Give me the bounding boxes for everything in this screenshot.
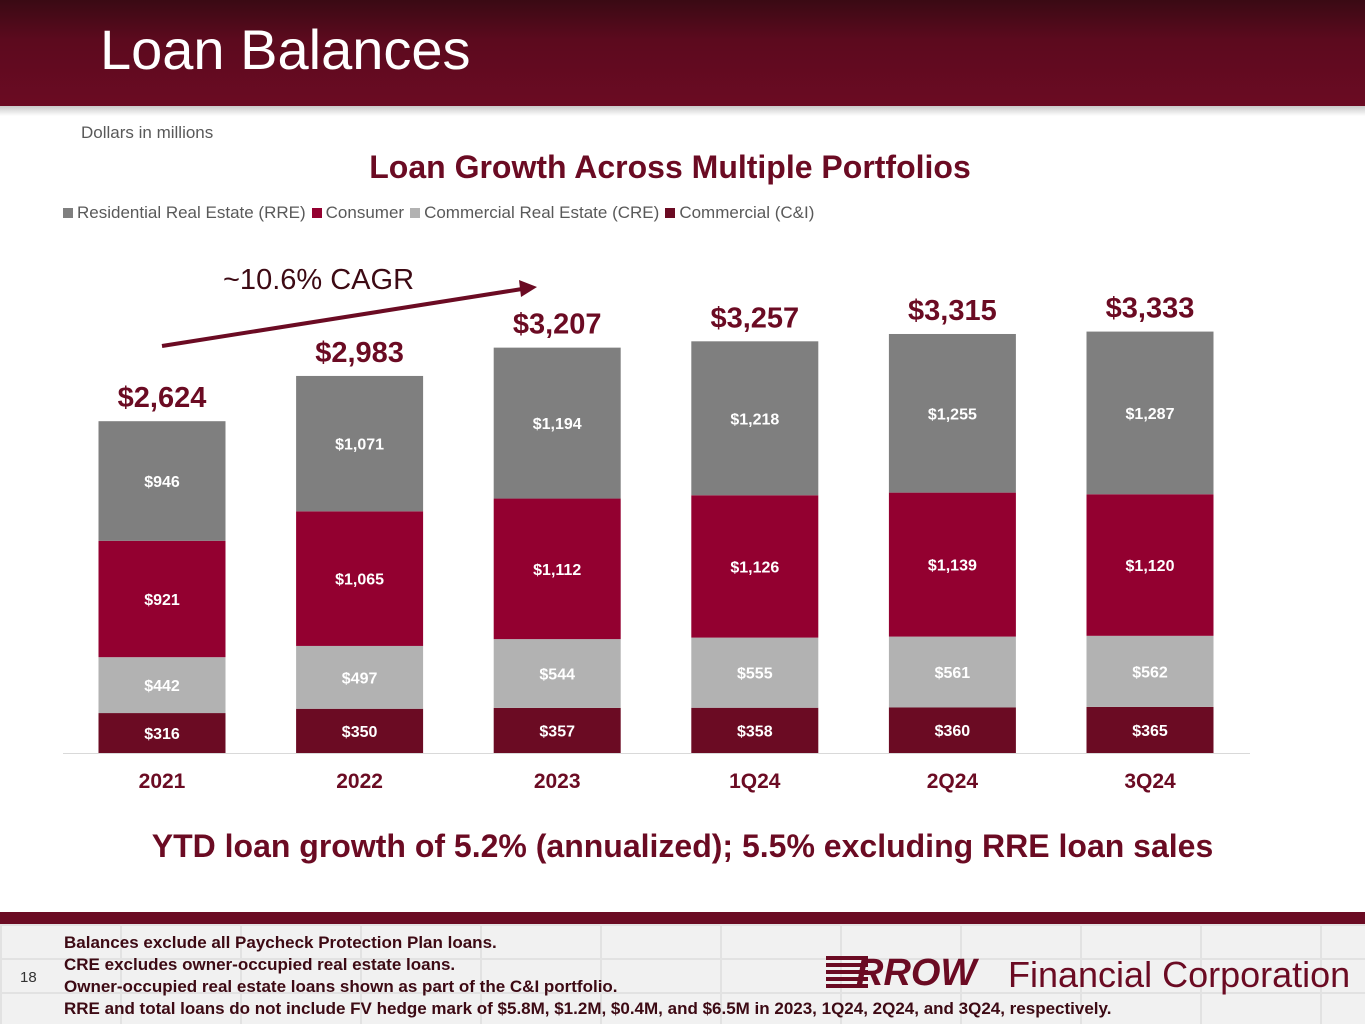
total-label: $2,983 [315, 337, 404, 369]
data-label-rre: $1,194 [533, 416, 582, 433]
footer [0, 924, 1365, 1024]
category-label: 2021 [139, 770, 186, 793]
bar-segment-ci [296, 708, 424, 753]
bar-segment-ci [98, 713, 226, 753]
cagr-arrow-line [161, 287, 523, 348]
header-shadow [0, 106, 1365, 116]
footnote: CRE excludes owner-occupied real estate … [64, 955, 456, 974]
legend-label-rre: Residential Real Estate (RRE) [77, 203, 306, 222]
data-label-rre: $1,255 [928, 406, 977, 423]
footnote: Owner-occupied real estate loans shown a… [64, 977, 618, 996]
arrow-financial-logo: RROW Financial Corporation [826, 952, 1354, 998]
total-label: $3,207 [513, 309, 602, 341]
logo-stripes [826, 956, 868, 990]
data-label-consumer: $1,120 [1126, 558, 1175, 575]
bar-segment-cre [1086, 635, 1214, 707]
data-label-consumer: $1,112 [533, 562, 581, 579]
data-label-rre: $946 [144, 474, 180, 491]
data-label-ci: $360 [935, 723, 971, 740]
legend-label-consumer: Consumer [325, 203, 405, 222]
units-note: Dollars in millions [81, 123, 214, 142]
category-label: 1Q24 [729, 770, 781, 793]
data-label-consumer: $921 [144, 592, 180, 609]
footnotes: Balances exclude all Paycheck Protection… [64, 932, 1111, 1020]
category-label: 2022 [336, 770, 383, 793]
bar-segment-consumer [296, 511, 424, 646]
data-label-ci: $358 [737, 723, 773, 740]
data-label-cre: $442 [144, 678, 180, 695]
bar-segment-cre [98, 657, 226, 714]
bar-segment-ci [691, 707, 819, 753]
data-label-cre: $561 [935, 665, 971, 682]
legend-label-ci: Commercial (C&I) [679, 203, 815, 222]
legend-swatch-consumer [311, 208, 322, 218]
category-label: 2Q24 [927, 770, 979, 793]
legend-item-consumer: Consumer [311, 203, 405, 223]
stacked-bar-chart: $316 $442 $921 $946 $2,624 2021 $350 $497 $1,065… [63, 264, 1250, 793]
bar-segment-rre [493, 347, 621, 499]
data-label-rre: $1,218 [730, 411, 779, 428]
data-label-cre: $555 [737, 666, 773, 683]
header-bar: Loan Balances [0, 0, 1365, 106]
bar-segment-rre [296, 375, 424, 512]
bar-segment-ci [888, 707, 1016, 753]
data-label-consumer: $1,126 [730, 559, 779, 576]
bar-segment-consumer [888, 492, 1016, 637]
data-label-cre: $497 [342, 670, 378, 687]
total-label: $3,315 [908, 295, 997, 327]
bar-segment-rre [1086, 331, 1214, 495]
bar-segment-cre [296, 645, 424, 709]
data-label-rre: $1,071 [335, 437, 384, 454]
legend-item-rre: Residential Real Estate (RRE) [63, 203, 306, 223]
legend-item-cre: Commercial Real Estate (CRE) [410, 203, 659, 223]
bar-segment-rre [888, 333, 1016, 493]
legend-label-cre: Commercial Real Estate (CRE) [424, 203, 660, 222]
footnote: Balances exclude all Paycheck Protection… [64, 933, 497, 952]
chart-legend: Residential Real Estate (RRE) Consumer C… [63, 203, 820, 223]
cagr-arrow-head [519, 280, 537, 297]
bar-segment-ci [493, 707, 621, 753]
footnote: RRE and total loans do not include FV he… [64, 999, 1112, 1018]
bar-segment-cre [493, 639, 621, 708]
data-label-cre: $562 [1132, 664, 1168, 681]
legend-item-ci: Commercial (C&I) [665, 203, 814, 223]
bar-segment-ci [1086, 706, 1214, 753]
data-label-ci: $365 [1132, 723, 1168, 740]
bar-segment-rre [691, 341, 819, 496]
bar-segment-consumer [1086, 494, 1214, 636]
category-label: 3Q24 [1124, 770, 1176, 793]
data-label-ci: $350 [342, 724, 378, 741]
data-label-cre: $544 [539, 666, 575, 683]
bar-segment-consumer [691, 495, 819, 638]
data-label-rre: $1,287 [1126, 406, 1175, 423]
cagr-label: ~10.6% CAGR [223, 264, 414, 296]
bar-segment-cre [691, 637, 819, 708]
page-title: Loan Balances [100, 18, 471, 81]
total-label: $3,333 [1106, 293, 1195, 325]
logo-tagline: Financial Corporation [1008, 954, 1351, 995]
data-label-consumer: $1,065 [335, 572, 384, 589]
legend-swatch-cre [410, 208, 421, 218]
logo-wordmark: RROW [856, 952, 977, 994]
bar-segment-cre [888, 636, 1016, 708]
data-label-consumer: $1,139 [928, 558, 977, 575]
chart-title: Loan Growth Across Multiple Portfolios [369, 149, 971, 185]
total-label: $3,257 [710, 302, 799, 334]
data-label-ci: $316 [144, 726, 180, 743]
category-label: 2023 [534, 770, 581, 793]
footer-band [0, 912, 1365, 924]
bar-segment-rre [98, 421, 226, 541]
legend-swatch-rre [63, 208, 73, 218]
growth-callout: YTD loan growth of 5.2% (annualized); 5.… [151, 828, 1214, 864]
bar-segment-consumer [98, 540, 226, 658]
bar-segment-consumer [493, 498, 621, 640]
page-number: 18 [20, 969, 37, 986]
data-label-ci: $357 [539, 723, 575, 740]
total-label: $2,624 [118, 382, 207, 414]
legend-swatch-ci [665, 208, 676, 218]
